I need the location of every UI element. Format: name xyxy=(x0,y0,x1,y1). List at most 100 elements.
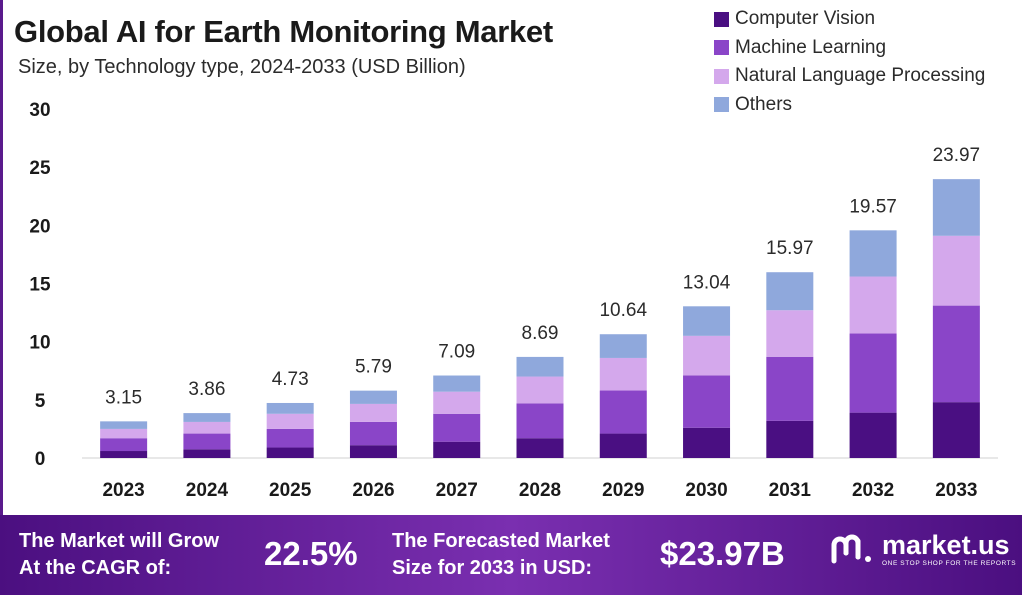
bar-segment-computer-vision-2023 xyxy=(100,451,148,458)
legend-swatch-computer-vision xyxy=(714,11,729,27)
bar-segment-computer-vision-2029 xyxy=(599,433,647,458)
bar-segment-natural-language-processing-2024 xyxy=(183,421,231,434)
bar-segment-computer-vision-2031 xyxy=(766,420,814,458)
bar-segment-computer-vision-2024 xyxy=(183,449,231,458)
bar-segment-others-2026 xyxy=(349,390,397,404)
bar-total-label-2033: 23.97 xyxy=(933,145,981,166)
bar-segment-natural-language-processing-2026 xyxy=(349,403,397,422)
chart-title: Global AI for Earth Monitoring Market xyxy=(14,14,553,49)
bar-segment-natural-language-processing-2030 xyxy=(683,335,731,376)
brand-name: market.us xyxy=(882,530,1010,560)
forecast-caption-line1: The Forecasted Market xyxy=(392,530,610,552)
y-tick-label: 5 xyxy=(35,391,46,412)
bar-segment-machine-learning-2030 xyxy=(683,375,731,428)
legend-label-nlp: Natural Language Processing xyxy=(735,65,986,87)
bar-total-label-2028: 8.69 xyxy=(522,323,559,344)
bar-segment-machine-learning-2026 xyxy=(349,421,397,446)
bar-segment-natural-language-processing-2033 xyxy=(932,235,980,306)
x-tick-label-2027: 2027 xyxy=(436,480,478,501)
bar-segment-machine-learning-2024 xyxy=(183,433,231,450)
bar-total-label-2025: 4.73 xyxy=(272,369,309,390)
bar-segment-computer-vision-2032 xyxy=(849,412,897,458)
bar-total-label-2023: 3.15 xyxy=(105,387,142,408)
bar-segment-others-2024 xyxy=(183,413,231,422)
legend-label-others: Others xyxy=(735,93,793,115)
bar-segment-computer-vision-2027 xyxy=(433,441,481,458)
bar-segment-natural-language-processing-2031 xyxy=(766,310,814,357)
bar-segment-computer-vision-2028 xyxy=(516,438,564,458)
bar-segment-others-2027 xyxy=(433,375,481,392)
bar-segment-natural-language-processing-2027 xyxy=(433,391,481,414)
bar-total-label-2032: 19.57 xyxy=(849,196,897,217)
legend-swatch-others xyxy=(714,97,729,113)
bar-segment-others-2028 xyxy=(516,356,564,377)
footer-banner: The Market will Grow At the CAGR of: 22.… xyxy=(0,515,1022,595)
bar-segment-others-2031 xyxy=(766,272,814,311)
bar-segment-others-2025 xyxy=(266,402,314,414)
bar-total-label-2030: 13.04 xyxy=(683,272,731,293)
bar-segment-computer-vision-2033 xyxy=(932,402,980,458)
cagr-caption: The Market will Grow At the CAGR of: xyxy=(19,528,279,582)
bar-segment-others-2032 xyxy=(849,230,897,277)
x-tick-label-2029: 2029 xyxy=(602,480,644,501)
legend-item-computer-vision: Computer Vision xyxy=(714,5,985,34)
y-tick-label: 30 xyxy=(29,100,50,121)
bar-segment-machine-learning-2025 xyxy=(266,428,314,448)
bar-segment-machine-learning-2027 xyxy=(433,413,481,442)
bar-segment-others-2030 xyxy=(683,306,731,336)
chart-frame xyxy=(0,0,3,515)
x-tick-label-2024: 2024 xyxy=(186,480,229,501)
x-tick-label-2025: 2025 xyxy=(269,480,312,501)
stacked-bar-chart: 0510152025303.1520233.8620244.7320255.79… xyxy=(29,100,998,501)
forecast-value: $23.97B xyxy=(660,535,785,572)
legend-label-machine-learning: Machine Learning xyxy=(735,36,887,58)
x-tick-label-2031: 2031 xyxy=(769,480,812,501)
brand-logo: market.us ONE STOP SHOP FOR THE REPORTS xyxy=(830,531,1016,567)
bar-total-label-2024: 3.86 xyxy=(188,379,225,400)
brand-text: market.us ONE STOP SHOP FOR THE REPORTS xyxy=(882,531,1016,567)
y-tick-label: 20 xyxy=(29,216,50,237)
bar-total-label-2026: 5.79 xyxy=(355,357,392,378)
legend-item-machine-learning: Machine Learning xyxy=(714,34,985,63)
bar-segment-computer-vision-2030 xyxy=(683,427,731,458)
forecast-caption-line2: Size for 2033 in USD: xyxy=(392,557,593,579)
market-us-logo-icon xyxy=(831,534,871,564)
bar-segment-others-2023 xyxy=(100,421,148,429)
bar-segment-computer-vision-2026 xyxy=(349,445,397,458)
x-tick-label-2033: 2033 xyxy=(935,480,977,501)
legend-item-nlp: Natural Language Processing xyxy=(714,62,985,91)
x-tick-label-2032: 2032 xyxy=(852,480,894,501)
bar-segment-machine-learning-2033 xyxy=(932,305,980,403)
cagr-value: 22.5% xyxy=(264,535,358,572)
y-tick-label: 15 xyxy=(29,275,51,296)
cagr-caption-line2: At the CAGR of: xyxy=(19,557,172,579)
bar-total-label-2031: 15.97 xyxy=(766,238,814,259)
x-tick-label-2023: 2023 xyxy=(102,480,144,501)
cagr-caption-line1: The Market will Grow xyxy=(19,530,220,552)
legend-item-others: Others xyxy=(714,91,985,120)
bar-segment-natural-language-processing-2025 xyxy=(266,413,314,429)
brand-tagline: ONE STOP SHOP FOR THE REPORTS xyxy=(882,560,1017,567)
legend-label-computer-vision: Computer Vision xyxy=(735,8,876,30)
x-tick-label-2028: 2028 xyxy=(519,480,561,501)
bar-segment-others-2029 xyxy=(599,334,647,358)
bar-segment-machine-learning-2023 xyxy=(100,438,148,452)
forecast-caption: The Forecasted Market Size for 2033 in U… xyxy=(392,528,652,582)
bar-segment-machine-learning-2031 xyxy=(766,356,814,421)
x-tick-label-2026: 2026 xyxy=(352,480,394,501)
y-tick-label: 10 xyxy=(29,333,50,354)
legend-swatch-machine-learning xyxy=(714,40,729,56)
bar-total-label-2029: 10.64 xyxy=(599,300,647,321)
chart-subtitle: Size, by Technology type, 2024-2033 (USD… xyxy=(18,56,466,78)
bar-segment-natural-language-processing-2032 xyxy=(849,276,897,334)
bar-segment-machine-learning-2032 xyxy=(849,333,897,413)
bar-segment-machine-learning-2029 xyxy=(599,390,647,434)
bar-segment-natural-language-processing-2028 xyxy=(516,376,564,404)
legend-swatch-nlp xyxy=(714,68,729,84)
bar-total-label-2027: 7.09 xyxy=(438,342,475,363)
bar-segment-natural-language-processing-2029 xyxy=(599,357,647,391)
bar-segment-computer-vision-2025 xyxy=(266,447,314,458)
bar-segment-others-2033 xyxy=(932,179,980,236)
chart-legend: Computer Vision Machine Learning Natural… xyxy=(714,5,985,119)
bar-segment-natural-language-processing-2023 xyxy=(100,428,148,439)
